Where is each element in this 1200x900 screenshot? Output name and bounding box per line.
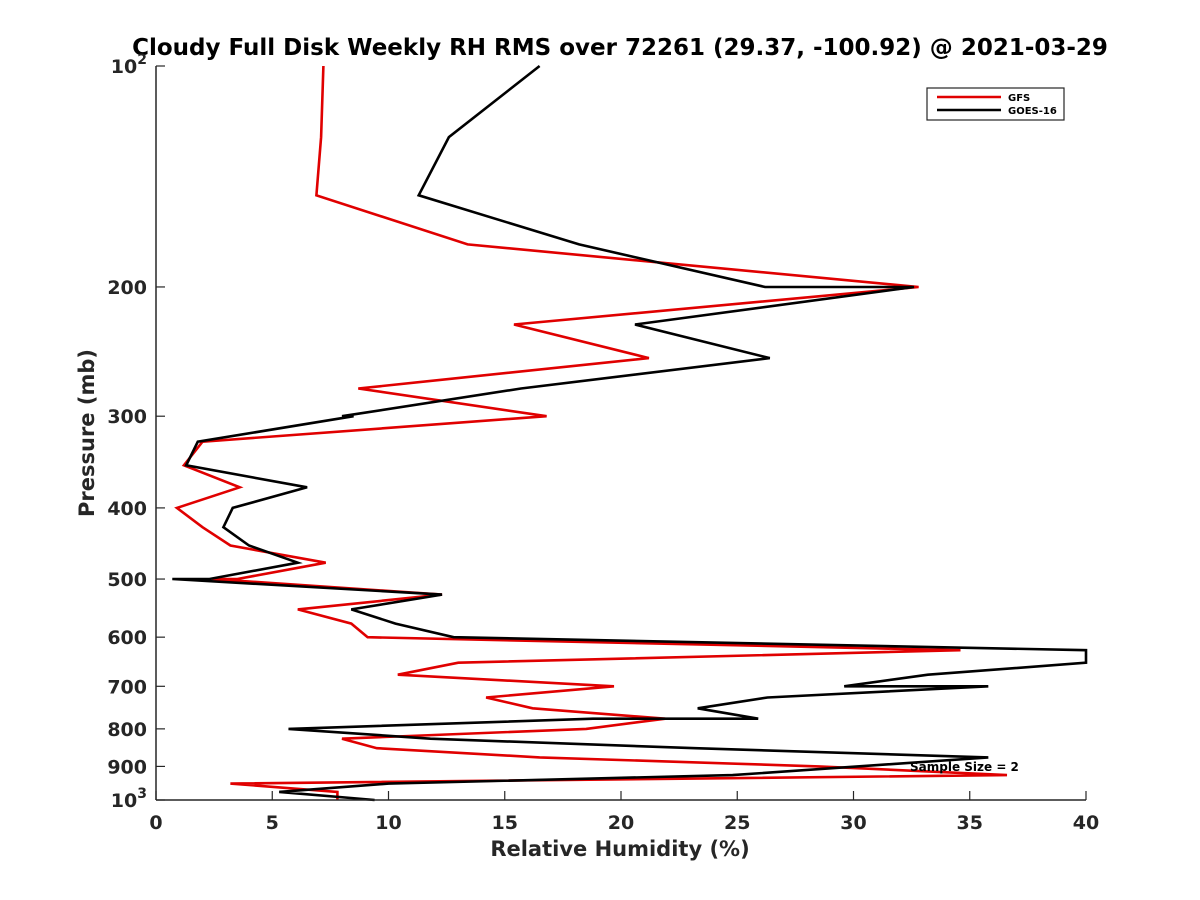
y-tick-label: 102	[111, 52, 147, 78]
legend: GFS GOES-16	[926, 87, 1065, 121]
axes: 0 5 10 15 20 25 30 35 40 102 200 300 400 500 600 700 800…	[107, 52, 1099, 834]
chart-title: Cloudy Full Disk Weekly RH RMS over 7226…	[132, 35, 1108, 61]
x-axis-label: Relative Humidity (%)	[490, 837, 749, 861]
x-tick-label: 40	[1073, 812, 1099, 834]
legend-box	[926, 87, 1065, 121]
x-tick-label: 35	[957, 812, 983, 834]
x-tick-label: 15	[492, 812, 518, 834]
sample-size-annotation: Sample Size = 2	[910, 760, 1019, 774]
plot-area	[172, 64, 1088, 802]
x-tick-label: 30	[840, 812, 866, 834]
series-line-gfs	[174, 65, 1008, 800]
y-tick-label: 600	[107, 627, 147, 649]
x-tick-label: 10	[375, 812, 401, 834]
x-tick-label: 5	[266, 812, 279, 834]
x-tick-label: 20	[608, 812, 634, 834]
y-tick-exponent: 2	[137, 52, 147, 68]
legend-label-gfs: GFS	[1008, 93, 1030, 104]
y-tick-label: 300	[107, 406, 147, 428]
y-tick-exponent: 3	[137, 786, 147, 802]
y-tick-label: 800	[107, 719, 147, 741]
y-tick-label: 900	[107, 756, 147, 778]
y-tick-label: 500	[107, 569, 147, 591]
series-line-goes-16	[172, 64, 1088, 802]
x-tick-label: 0	[149, 812, 162, 834]
y-tick-label: 700	[107, 676, 147, 698]
legend-label-goes-16: GOES-16	[1008, 106, 1057, 117]
y-axis-label: Pressure (mb)	[75, 349, 99, 517]
y-tick-label: 200	[107, 277, 147, 299]
y-tick-label: 103	[111, 786, 147, 812]
y-tick-label: 400	[107, 498, 147, 520]
x-tick-label: 25	[724, 812, 750, 834]
